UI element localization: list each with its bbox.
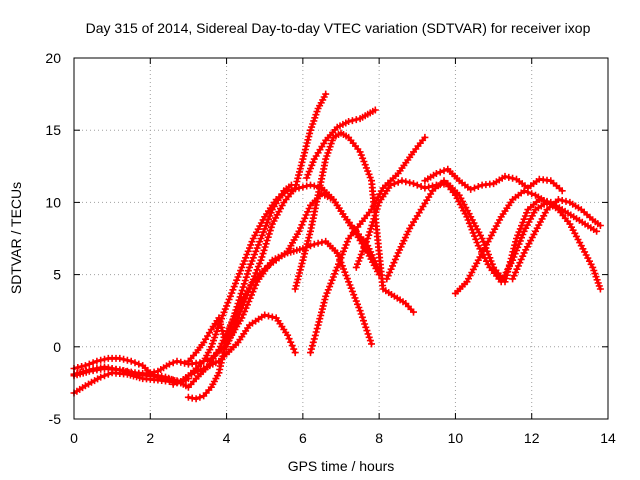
series-arc-10 xyxy=(307,133,429,357)
series-arc-12 xyxy=(383,177,551,286)
series-markers xyxy=(184,181,295,403)
series-arc-8 xyxy=(291,129,417,316)
y-tick-label: 0 xyxy=(53,339,61,355)
chart-title: Day 315 of 2014, Sidereal Day-to-day VTE… xyxy=(86,20,591,36)
series-arc-14 xyxy=(451,187,604,297)
y-axis-label: SDTVAR / TECUs xyxy=(8,182,24,294)
y-tick-label: 20 xyxy=(45,50,61,66)
x-tick-label: 12 xyxy=(524,430,540,446)
y-tick-label: -5 xyxy=(49,411,62,427)
series-markers xyxy=(383,177,551,286)
series-markers xyxy=(307,133,429,357)
series-markers xyxy=(169,181,383,388)
x-tick-label: 14 xyxy=(600,430,616,446)
x-tick-label: 6 xyxy=(299,430,307,446)
x-tick-labels: 0 2 4 6 8 10 12 14 xyxy=(70,430,616,446)
series-arc-7 xyxy=(184,90,330,365)
x-tick-label: 2 xyxy=(146,430,154,446)
x-tick-label: 0 xyxy=(70,430,78,446)
data-series xyxy=(70,90,604,403)
series-markers xyxy=(421,165,566,195)
x-axis-label: GPS time / hours xyxy=(288,458,395,474)
y-tick-label: 10 xyxy=(45,194,61,210)
x-tick-label: 4 xyxy=(223,430,231,446)
x-tick-label: 10 xyxy=(448,430,464,446)
series-arc-9 xyxy=(303,106,379,182)
series-arc-5 xyxy=(169,181,383,388)
plot-frame xyxy=(73,57,609,420)
series-markers xyxy=(291,129,417,316)
series-arc-6 xyxy=(184,181,295,403)
y-tick-label: 5 xyxy=(53,267,61,283)
y-tick-label: 15 xyxy=(45,122,61,138)
axis-ticks xyxy=(73,57,609,420)
series-arc-13 xyxy=(421,165,566,195)
series-markers xyxy=(509,196,604,283)
series-markers xyxy=(184,90,330,365)
series-markers xyxy=(451,187,604,297)
series-markers xyxy=(303,106,379,182)
series-arc-15 xyxy=(509,196,604,283)
x-tick-label: 8 xyxy=(375,430,383,446)
y-tick-labels: -5 0 5 10 15 20 xyxy=(45,50,61,427)
